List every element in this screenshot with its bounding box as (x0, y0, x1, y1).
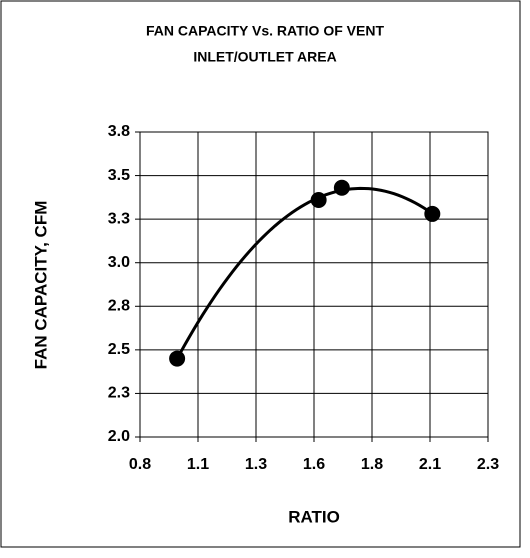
y-axis-label: FAN CAPACITY, CFM (31, 201, 50, 370)
chart-title: FAN CAPACITY Vs. RATIO OF VENT (146, 23, 384, 39)
trendline (175, 186, 434, 360)
x-tick-label: 1.3 (245, 456, 267, 473)
y-tick-label: 2.8 (108, 298, 130, 315)
plot-area (139, 131, 489, 438)
y-tick-label: 3.3 (108, 210, 130, 227)
y-tick-label: 2.3 (108, 385, 130, 402)
y-tick-label: 2.0 (108, 428, 130, 445)
x-tick-label: 2.3 (477, 456, 499, 473)
x-tick-label: 1.1 (187, 456, 209, 473)
data-point (333, 179, 350, 196)
y-tick-label: 3.5 (108, 167, 130, 184)
x-tick-label: 2.1 (419, 456, 441, 473)
y-tick-label: 3.8 (108, 123, 130, 140)
x-tick-label: 0.8 (129, 456, 151, 473)
data-point (169, 350, 186, 367)
chart-border (0, 0, 521, 548)
y-tick-label: 3.0 (108, 254, 130, 271)
x-axis-label: RATIO (288, 507, 340, 526)
x-tick-label: 1.6 (303, 456, 325, 473)
data-point (310, 191, 327, 208)
data-point (424, 205, 441, 222)
x-tick-label: 1.8 (361, 456, 383, 473)
chart-title: INLET/OUTLET AREA (193, 49, 336, 65)
y-tick-label: 2.5 (108, 341, 130, 358)
